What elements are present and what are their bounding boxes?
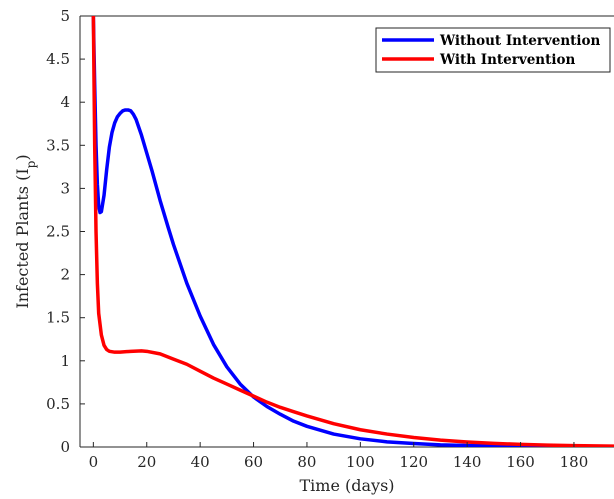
series-line-2 [91,16,614,447]
y-tick-label: 0.5 [46,395,70,413]
x-tick-label: 80 [297,453,316,471]
y-axis-title-main: Infected Plants (I [13,168,32,308]
y-tick-label: 3.5 [46,136,70,154]
x-tick-label: 0 [89,453,99,471]
x-tick-label: 120 [399,453,428,471]
x-tick-label: 180 [560,453,589,471]
y-axis-title: Infected Plants (Ip) [13,154,38,308]
plot-area [79,15,614,448]
legend-box [375,27,611,73]
y-axis-title-close: ) [13,154,32,160]
series-line-1 [91,16,614,447]
y-tick-label: 3 [60,179,70,197]
y-tick-label: 0 [60,438,70,456]
axis-ticks: 0 20 40 60 80 100 120 140 160 180 0 0.5 1 1.5 2 2.5 3 3.5… [46,7,588,471]
y-tick-label: 1 [60,352,70,370]
y-tick-label: 5 [60,7,70,25]
x-tick-label: 160 [506,453,535,471]
x-axis-title: Time (days) [299,476,394,495]
y-axis-title-sub: p [24,160,38,168]
x-tick-label: 20 [137,453,156,471]
y-tick-label: 4.5 [46,50,70,68]
x-tick-label: 40 [191,453,210,471]
y-tick-label: 2.5 [46,223,70,241]
x-tick-label: 140 [453,453,482,471]
plot-background [80,16,614,447]
series-lines [91,16,614,447]
legend: Without Intervention With Intervention [375,27,611,73]
x-tick-label: 60 [244,453,263,471]
x-tick-label: 100 [346,453,375,471]
y-tick-label: 4 [60,93,70,111]
legend-label: Without Intervention [439,33,601,49]
legend-label: With Intervention [439,52,575,68]
y-tick-label: 2 [60,266,70,284]
y-tick-label: 1.5 [46,309,70,327]
